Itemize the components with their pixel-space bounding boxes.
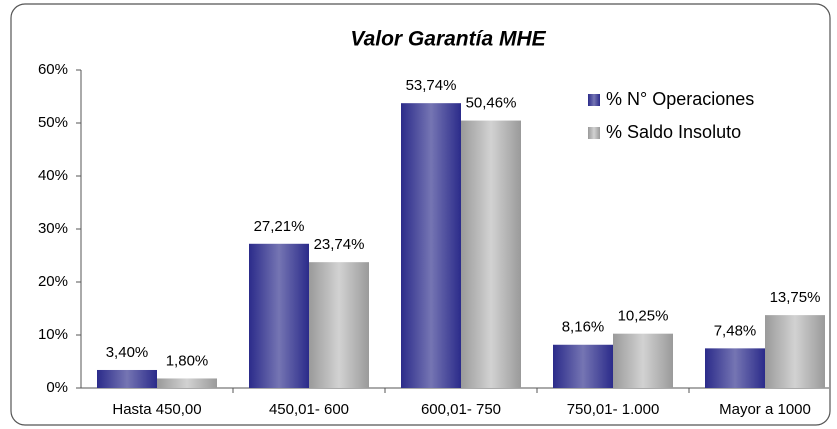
data-label: 23,74% bbox=[314, 236, 365, 253]
bar bbox=[613, 333, 673, 388]
bar bbox=[249, 243, 309, 388]
legend-label: % Saldo Insoluto bbox=[606, 122, 741, 142]
bar bbox=[309, 262, 369, 388]
bar bbox=[553, 344, 613, 388]
y-tick-label: 40% bbox=[38, 167, 68, 184]
y-tick-label: 20% bbox=[38, 273, 68, 290]
bar bbox=[401, 103, 461, 388]
bar bbox=[765, 315, 825, 388]
data-label: 7,48% bbox=[714, 322, 757, 339]
bar bbox=[461, 120, 521, 388]
data-label: 13,75% bbox=[770, 289, 821, 306]
x-tick-label: Mayor a 1000 bbox=[719, 401, 811, 418]
legend-swatch bbox=[588, 94, 600, 106]
chart-title: Valor Garantía MHE bbox=[350, 28, 546, 51]
data-label: 53,74% bbox=[406, 77, 457, 94]
y-tick-label: 50% bbox=[38, 114, 68, 131]
x-tick-label: 450,01- 600 bbox=[269, 401, 349, 418]
bar bbox=[97, 369, 157, 388]
data-label: 1,80% bbox=[166, 352, 209, 369]
data-label: 50,46% bbox=[466, 95, 517, 112]
data-label: 3,40% bbox=[106, 344, 149, 361]
y-tick-label: 10% bbox=[38, 326, 68, 343]
x-tick-label: 600,01- 750 bbox=[421, 401, 501, 418]
x-tick-label: 750,01- 1.000 bbox=[567, 401, 660, 418]
data-label: 10,25% bbox=[618, 308, 669, 325]
x-tick-label: Hasta 450,00 bbox=[112, 401, 201, 418]
bar bbox=[157, 378, 217, 388]
data-label: 27,21% bbox=[254, 218, 305, 235]
legend-swatch bbox=[588, 127, 600, 139]
y-tick-label: 30% bbox=[38, 220, 68, 237]
data-label: 8,16% bbox=[562, 319, 605, 336]
legend-label: % N° Operaciones bbox=[606, 89, 754, 109]
y-tick-label: 60% bbox=[38, 61, 68, 78]
bar bbox=[705, 348, 765, 388]
y-tick-label: 0% bbox=[46, 379, 68, 396]
